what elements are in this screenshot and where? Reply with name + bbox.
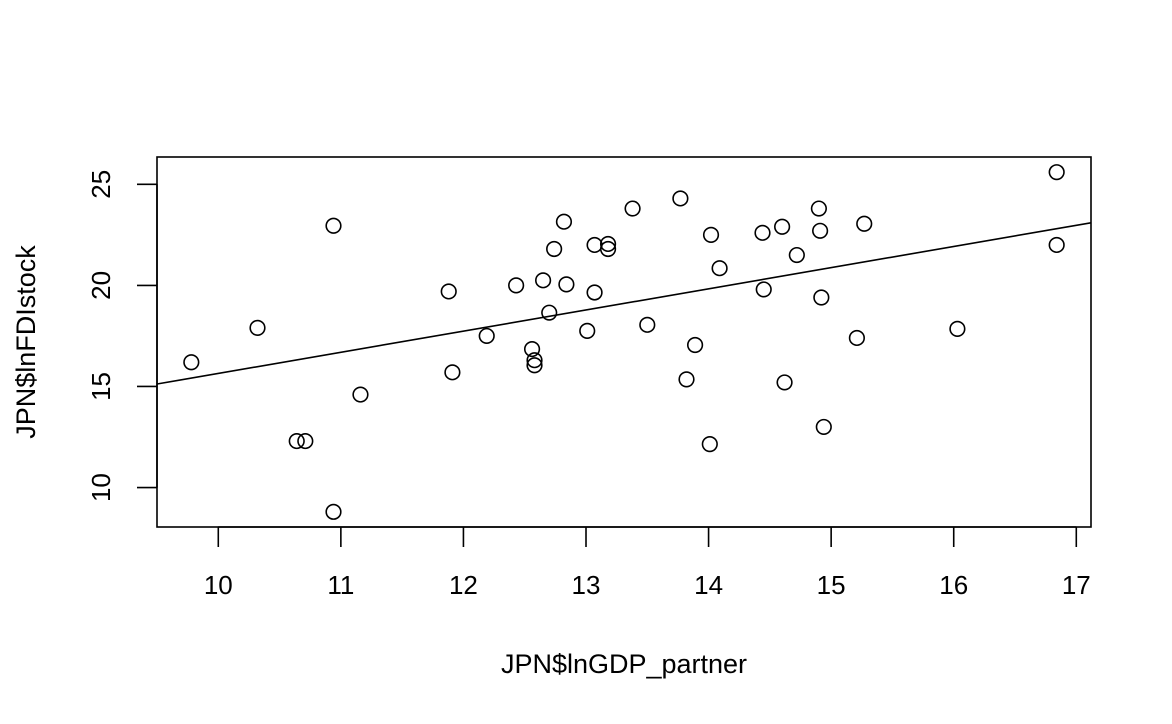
data-point — [856, 215, 873, 232]
y-tick-label: 20 — [86, 271, 116, 300]
data-point — [776, 374, 793, 391]
data-point — [440, 283, 457, 300]
data-point — [754, 224, 771, 241]
data-point — [686, 336, 704, 354]
data-point — [672, 190, 689, 207]
x-tick-label: 11 — [327, 570, 354, 600]
plot-frame — [156, 156, 1092, 528]
data-point — [788, 246, 805, 264]
x-tick-label: 12 — [449, 570, 478, 600]
y-axis-label: JPN$lnFDIstock — [11, 245, 41, 439]
regression-line — [157, 222, 1091, 385]
y-tick-label: 15 — [86, 372, 116, 401]
data-point — [815, 418, 832, 436]
data-point — [701, 436, 718, 453]
data-point — [848, 329, 865, 347]
data-point — [579, 322, 596, 339]
data-point — [325, 503, 342, 520]
data-point — [810, 200, 827, 217]
data-point — [288, 432, 305, 450]
data-point — [599, 240, 617, 258]
data-point — [325, 217, 342, 234]
data-point — [478, 327, 495, 345]
data-point — [812, 222, 829, 239]
data-point — [586, 284, 603, 301]
data-point — [555, 213, 573, 230]
data-point — [624, 200, 641, 217]
data-point — [711, 260, 728, 277]
y-tick-label: 10 — [86, 473, 116, 502]
data-point — [546, 240, 563, 258]
data-point — [755, 281, 772, 298]
x-tick-label: 16 — [939, 570, 968, 600]
data-point — [702, 226, 720, 243]
data-point — [183, 354, 200, 371]
data-point — [526, 352, 543, 369]
x-tick-label: 10 — [204, 570, 233, 600]
data-point — [678, 371, 695, 388]
data-point — [541, 304, 558, 321]
data-point — [949, 320, 966, 337]
data-point — [774, 218, 791, 235]
data-point — [508, 277, 525, 294]
data-point — [558, 276, 575, 293]
data-point — [297, 432, 314, 450]
data-point — [249, 319, 266, 336]
x-axis-label: JPN$lnGDP_partner — [501, 649, 747, 679]
data-point — [523, 340, 541, 358]
x-tick-label: 15 — [817, 570, 846, 600]
data-point — [1048, 236, 1065, 254]
x-tick-label: 13 — [572, 570, 601, 600]
data-point — [586, 236, 603, 254]
data-point — [813, 289, 830, 306]
x-tick-label: 17 — [1062, 570, 1091, 600]
x-axis: 10 11 12 13 14 15 16 17 — [204, 526, 1091, 600]
data-point — [444, 364, 461, 381]
data-point — [639, 316, 656, 333]
data-point — [535, 272, 552, 289]
data-point — [352, 386, 369, 403]
y-tick-label: 25 — [86, 170, 116, 199]
data-point — [599, 235, 617, 253]
data-point — [1048, 164, 1065, 181]
data-point — [526, 357, 543, 374]
x-tick-label: 14 — [694, 570, 723, 600]
y-axis: 10 15 20 25 — [86, 170, 158, 502]
